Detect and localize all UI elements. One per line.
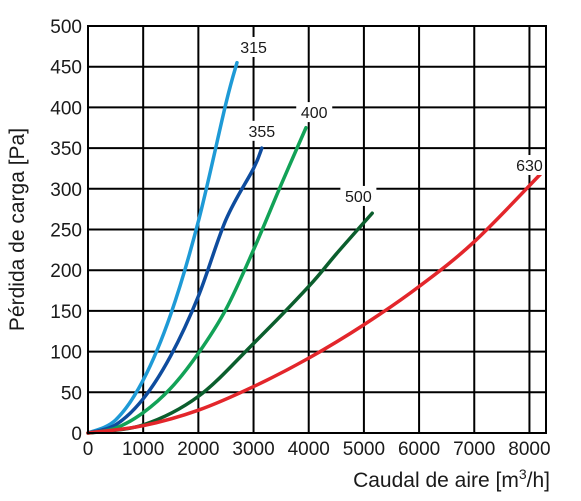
series-line-355 [86,146,264,435]
series-label-355: 355 [248,124,275,141]
y-tick-label: 100 [50,343,82,364]
x-tick-label: 7000 [453,439,495,460]
y-tick-labels: 0 50 100 150 200 250 300 350 400 450 500 [50,17,82,445]
y-tick-label: 500 [50,17,82,38]
x-tick-label: 6000 [398,439,440,460]
series-line-315 [86,60,239,435]
series-label-background [296,102,333,123]
grid [87,25,546,434]
y-tick-label: 200 [50,261,82,282]
series-label-background [243,120,280,141]
x-tick-label: 2000 [177,439,219,460]
x-axis-label: Caudal de aire [m3/h] [353,466,550,492]
x-tick-label: 8000 [508,439,550,460]
series-line-400 [86,126,308,435]
series-label-background [511,155,548,176]
y-tick-label: 0 [71,424,82,445]
x-tick-label: 4000 [288,439,330,460]
plot-frame [87,25,547,434]
y-axis-label: Pérdida de carga [Pa] [6,128,29,331]
series-label-500: 500 [345,189,372,206]
series-line-630 [86,172,543,435]
series-label-315: 315 [240,40,267,57]
x-tick-label: 5000 [343,439,385,460]
x-tick-labels: 0 1000 2000 3000 4000 5000 6000 7000 8000 [83,439,551,460]
x-tick-label: 0 [83,439,94,460]
series-label-background [340,185,377,206]
series-lines [86,60,543,435]
y-tick-label: 150 [50,302,82,323]
y-tick-label: 50 [61,383,82,404]
series-label-background [235,36,272,57]
series-label-630: 630 [516,158,543,175]
y-tick-label: 250 [50,221,82,242]
series-label-400: 400 [301,105,328,122]
y-tick-label: 300 [50,180,82,201]
x-tick-label: 3000 [232,439,274,460]
series-labels: 315 355 400 500 630 [235,36,548,206]
y-tick-label: 450 [50,58,82,79]
y-tick-label: 350 [50,139,82,160]
y-tick-label: 400 [50,98,82,119]
x-tick-label: 1000 [122,439,164,460]
